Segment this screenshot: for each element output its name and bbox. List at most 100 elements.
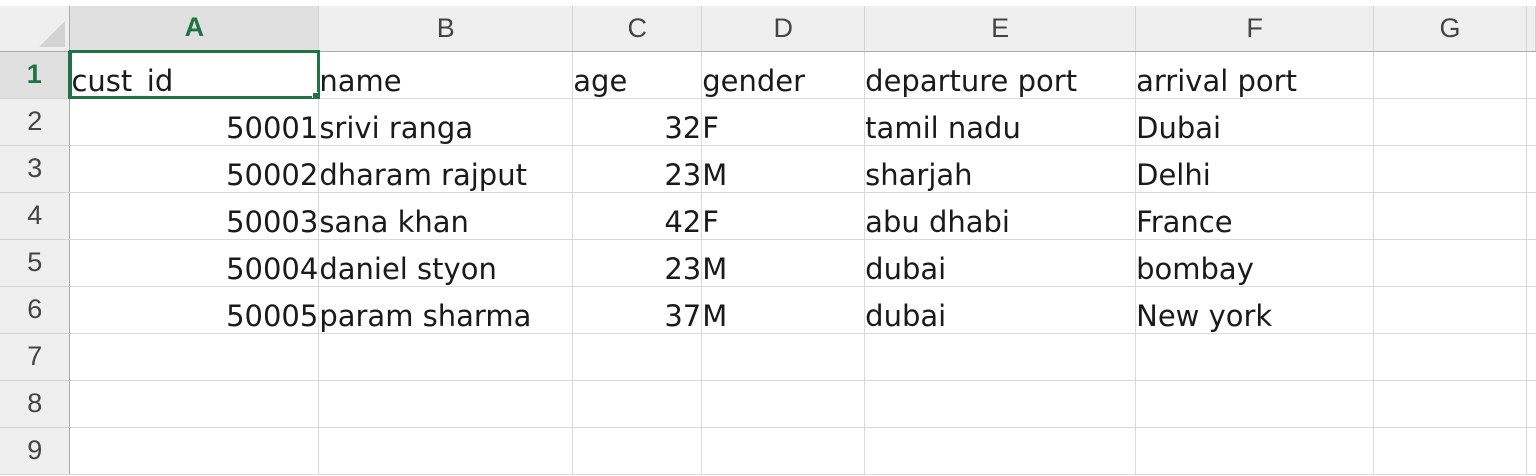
cell-g2[interactable] <box>1373 98 1527 146</box>
cell-e2[interactable]: tamil nadu <box>864 98 1137 146</box>
cell-f6[interactable]: New york <box>1135 286 1375 334</box>
cell-e8[interactable] <box>864 380 1137 428</box>
cell-b4[interactable]: sana khan <box>318 192 574 240</box>
cell-b2[interactable]: srivi ranga <box>318 98 574 146</box>
cell-d2[interactable]: F <box>701 98 866 146</box>
column-header-g[interactable]: G <box>1373 6 1527 52</box>
cell-e4[interactable]: abu dhabi <box>864 192 1137 240</box>
column-header-f[interactable]: F <box>1135 6 1375 52</box>
worksheet-grid: A B C D E F G 1 cust_id name age gender depar… <box>0 6 1536 475</box>
select-all-button[interactable] <box>0 6 71 52</box>
column-header-a[interactable]: A <box>69 6 320 53</box>
cell-d9[interactable] <box>701 427 866 475</box>
grid-right-edge <box>1526 286 1536 334</box>
cell-e6[interactable]: dubai <box>864 286 1137 334</box>
cell-a8[interactable] <box>69 380 320 428</box>
cell-f5[interactable]: bombay <box>1135 239 1375 287</box>
cell-g8[interactable] <box>1373 380 1527 428</box>
cell-d7[interactable] <box>701 333 866 381</box>
cell-c4[interactable]: 42 <box>572 192 703 240</box>
cell-a6[interactable]: 50005 <box>69 286 320 334</box>
cell-d6[interactable]: M <box>701 286 866 334</box>
top-strip <box>0 0 1536 6</box>
fill-handle[interactable] <box>312 91 318 97</box>
cell-c5[interactable]: 23 <box>572 239 703 287</box>
cell-g6[interactable] <box>1373 286 1527 334</box>
cell-e9[interactable] <box>864 427 1137 475</box>
cell-c6[interactable]: 37 <box>572 286 703 334</box>
cell-b3[interactable]: dharam rajput <box>318 145 574 193</box>
cell-g3[interactable] <box>1373 145 1527 193</box>
cell-b1[interactable]: name <box>318 51 574 99</box>
cell-f7[interactable] <box>1135 333 1375 381</box>
column-header-d[interactable]: D <box>701 6 866 52</box>
cell-b9[interactable] <box>318 427 574 475</box>
cell-g5[interactable] <box>1373 239 1527 287</box>
row-header-4[interactable]: 4 <box>0 192 71 240</box>
cell-f4[interactable]: France <box>1135 192 1375 240</box>
row-header-1[interactable]: 1 <box>0 51 72 99</box>
cell-c2[interactable]: 32 <box>572 98 703 146</box>
cell-a9[interactable] <box>69 427 320 475</box>
cell-f1[interactable]: arrival port <box>1135 51 1375 99</box>
cell-f2[interactable]: Dubai <box>1135 98 1375 146</box>
column-header-c[interactable]: C <box>572 6 703 52</box>
cell-c1[interactable]: age <box>572 51 703 99</box>
cell-c8[interactable] <box>572 380 703 428</box>
cell-c9[interactable] <box>572 427 703 475</box>
cell-e5[interactable]: dubai <box>864 239 1137 287</box>
cell-e1[interactable]: departure port <box>864 51 1137 99</box>
grid-right-edge <box>1526 98 1536 146</box>
table-row: 9 <box>0 427 1536 475</box>
row-header-6[interactable]: 6 <box>0 286 71 334</box>
cell-g1[interactable] <box>1373 51 1527 99</box>
cell-d3[interactable]: M <box>701 145 866 193</box>
cell-a2[interactable]: 50001 <box>69 98 320 146</box>
cell-d8[interactable] <box>701 380 866 428</box>
row-header-9[interactable]: 9 <box>0 427 71 475</box>
cell-g9[interactable] <box>1373 427 1527 475</box>
row-header-8[interactable]: 8 <box>0 380 71 428</box>
cell-a5[interactable]: 50004 <box>69 239 320 287</box>
cell-a7[interactable] <box>69 333 320 381</box>
grid-right-edge <box>1526 380 1536 428</box>
column-header-overflow <box>1526 6 1536 52</box>
cell-b6[interactable]: param sharma <box>318 286 574 334</box>
cell-a3[interactable]: 50002 <box>69 145 320 193</box>
cell-a4[interactable]: 50003 <box>69 192 320 240</box>
grid-right-edge <box>1526 192 1536 240</box>
cell-g7[interactable] <box>1373 333 1527 381</box>
column-header-e[interactable]: E <box>864 6 1137 52</box>
row-header-5[interactable]: 5 <box>0 239 71 287</box>
table-row: 1 cust_id name age gender departure port arriv… <box>0 50 1536 99</box>
grid-right-edge <box>1526 145 1536 193</box>
table-row: 8 <box>0 380 1536 428</box>
column-header-b[interactable]: B <box>318 6 574 52</box>
cell-b5[interactable]: daniel styon <box>318 239 574 287</box>
grid-right-edge <box>1526 51 1536 99</box>
cell-d1[interactable]: gender <box>701 51 866 99</box>
cell-b8[interactable] <box>318 380 574 428</box>
cell-e7[interactable] <box>864 333 1137 381</box>
cell-d5[interactable]: M <box>701 239 866 287</box>
cell-g4[interactable] <box>1373 192 1527 240</box>
grid-right-edge <box>1526 239 1536 287</box>
cell-f9[interactable] <box>1135 427 1375 475</box>
cell-c3[interactable]: 23 <box>572 145 703 193</box>
cell-b7[interactable] <box>318 333 574 381</box>
cell-a1[interactable]: cust_id <box>68 50 320 99</box>
cell-d4[interactable]: F <box>701 192 866 240</box>
cell-e3[interactable]: sharjah <box>864 145 1137 193</box>
column-header-row: A B C D E F G <box>0 6 1536 53</box>
row-header-3[interactable]: 3 <box>0 145 71 193</box>
cell-f8[interactable] <box>1135 380 1375 428</box>
grid-right-edge <box>1526 427 1536 475</box>
row-header-7[interactable]: 7 <box>0 333 71 381</box>
cell-f3[interactable]: Delhi <box>1135 145 1375 193</box>
row-header-2[interactable]: 2 <box>0 98 71 146</box>
cell-c7[interactable] <box>572 333 703 381</box>
